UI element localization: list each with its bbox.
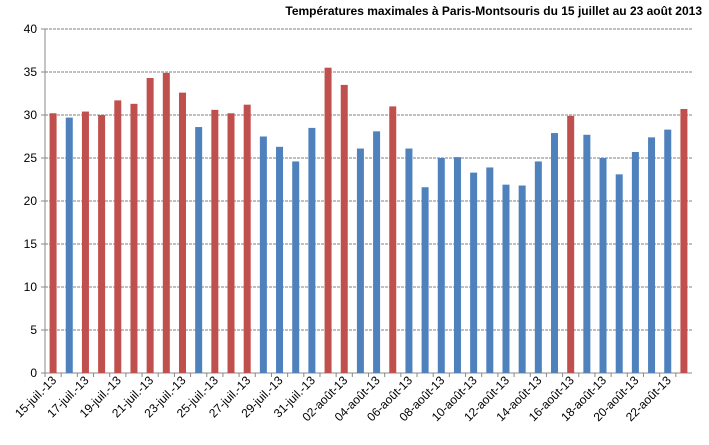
bar-17-août-13 — [583, 134, 591, 373]
bar-12-août-13 — [502, 184, 510, 373]
y-tick-label: 30 — [24, 108, 38, 122]
bar-17-juil.-13 — [81, 111, 89, 373]
y-tick-label: 5 — [30, 323, 37, 337]
bar-29-juil.-13 — [276, 146, 284, 373]
bar-09-août-13 — [453, 157, 461, 373]
bar-22-août-13 — [664, 129, 672, 373]
bar-15-juil.-13 — [49, 113, 57, 373]
bar-19-août-13 — [615, 174, 623, 373]
y-tick-label: 15 — [24, 237, 38, 251]
bar-24-juil.-13 — [195, 127, 203, 373]
bar-11-août-13 — [486, 167, 494, 373]
bar-02-août-13 — [340, 84, 348, 374]
bar-30-juil.-13 — [292, 161, 300, 373]
bar-13-août-13 — [518, 185, 526, 373]
bar-06-août-13 — [405, 148, 413, 373]
bar-28-juil.-13 — [259, 136, 267, 373]
bar-21-juil.-13 — [146, 78, 154, 374]
bar-16-juil.-13 — [65, 117, 73, 373]
bar-25-juil.-13 — [211, 109, 219, 373]
bar-04-août-13 — [373, 131, 381, 373]
bar-18-août-13 — [599, 158, 607, 373]
bar-16-août-13 — [567, 115, 575, 374]
bar-08-août-13 — [437, 158, 445, 373]
bar-18-juil.-13 — [98, 115, 106, 373]
y-tick-label: 40 — [24, 22, 38, 36]
bar-23-août-13 — [680, 108, 688, 373]
bar-05-août-13 — [389, 106, 397, 374]
bar-23-juil.-13 — [178, 92, 186, 373]
y-tick-label: 35 — [24, 65, 38, 79]
y-tick-label: 0 — [30, 366, 37, 380]
bar-01-août-13 — [324, 67, 332, 373]
bar-07-août-13 — [421, 187, 429, 373]
bar-14-août-13 — [534, 161, 542, 373]
chart-title: Températures maximales à Paris-Montsouri… — [285, 4, 702, 18]
bar-03-août-13 — [356, 148, 364, 373]
bar-31-juil.-13 — [308, 127, 316, 374]
y-tick-label: 10 — [24, 280, 38, 294]
y-tick-label: 20 — [24, 194, 38, 208]
bar-27-juil.-13 — [243, 104, 251, 374]
bar-20-août-13 — [631, 151, 639, 373]
bar-22-juil.-13 — [162, 72, 170, 374]
y-tick-label: 25 — [24, 151, 38, 165]
bar-19-juil.-13 — [114, 100, 122, 373]
bar-10-août-13 — [470, 172, 478, 373]
bar-21-août-13 — [648, 137, 656, 373]
bar-15-août-13 — [551, 133, 559, 373]
bar-26-juil.-13 — [227, 113, 235, 373]
bar-20-juil.-13 — [130, 103, 138, 373]
